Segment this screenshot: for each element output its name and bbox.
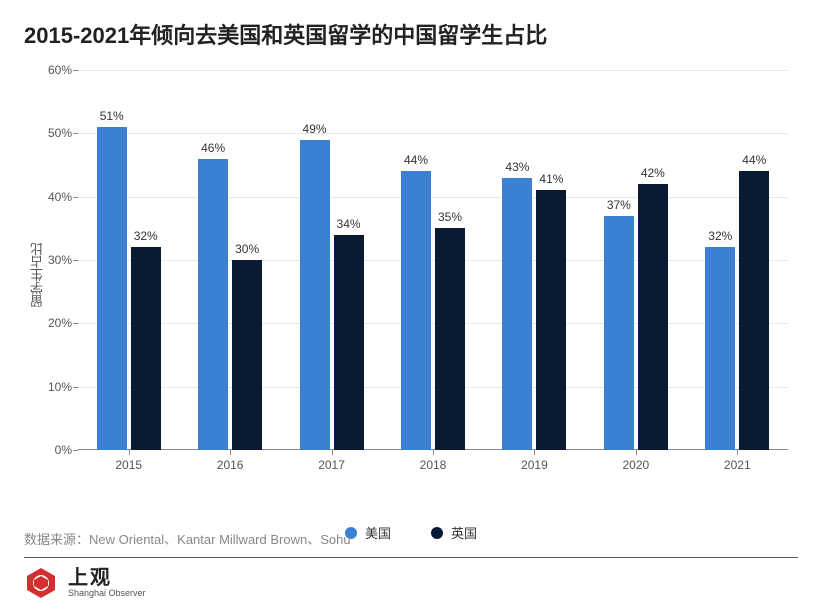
bar [300,140,330,450]
bar-value-label: 37% [599,198,639,212]
legend-item: 美国 [345,523,391,542]
bar-value-label: 49% [295,122,335,136]
bar-value-label: 41% [531,172,571,186]
bar-group: 32%44%2021 [697,70,777,450]
xtick-mark [129,450,130,455]
bar [604,216,634,450]
bar-value-label: 34% [329,217,369,231]
xtick-label: 2015 [89,458,169,472]
ytick-mark [73,387,78,388]
ytick-mark [73,197,78,198]
bar [638,184,668,450]
source-text: New Oriental、Kantar Millward Brown、Sohu [89,532,351,547]
legend-label: 美国 [365,523,391,542]
ytick-label: 0% [34,443,72,457]
bar [739,171,769,450]
bar [435,228,465,450]
bar-value-label: 51% [92,109,132,123]
bar-group: 37%42%2020 [596,70,676,450]
ytick-label: 50% [34,126,72,140]
xtick-mark [332,450,333,455]
chart-title: 2015-2021年倾向去美国和英国留学的中国留学生占比 [0,0,822,50]
legend-item: 英国 [431,523,477,542]
bar-value-label: 44% [734,153,774,167]
brand-block: 上观 Shanghai Observer [24,566,146,600]
brand-name-en: Shanghai Observer [68,589,146,599]
ytick-label: 60% [34,63,72,77]
xtick-mark [534,450,535,455]
xtick-label: 2021 [697,458,777,472]
ytick-label: 20% [34,316,72,330]
ytick-mark [73,133,78,134]
ytick-label: 10% [34,380,72,394]
bar [232,260,262,450]
bar-value-label: 42% [633,166,673,180]
bar [705,247,735,450]
bar [401,171,431,450]
source-label: 数据来源： [24,532,89,547]
chart-container: 留学生占比 0%10%20%30%40%50%60%51%32%201546%3… [24,60,798,490]
divider [24,557,798,558]
bar-group: 51%32%2015 [89,70,169,450]
legend-label: 英国 [451,523,477,542]
bar-value-label: 35% [430,210,470,224]
brand-name-cn: 上观 [68,567,146,589]
xtick-mark [230,450,231,455]
bar-group: 49%34%2017 [292,70,372,450]
bar [334,235,364,450]
ytick-label: 30% [34,253,72,267]
bar-value-label: 44% [396,153,436,167]
ytick-mark [73,70,78,71]
bar [198,159,228,450]
xtick-label: 2016 [190,458,270,472]
xtick-label: 2017 [292,458,372,472]
ytick-label: 40% [34,190,72,204]
bar-value-label: 46% [193,141,233,155]
xtick-label: 2020 [596,458,676,472]
xtick-mark [636,450,637,455]
xtick-label: 2018 [393,458,473,472]
bar-value-label: 32% [700,229,740,243]
ytick-mark [73,260,78,261]
data-source: 数据来源：New Oriental、Kantar Millward Brown、… [24,529,351,548]
brand-logo-icon [24,566,58,600]
xtick-label: 2019 [494,458,574,472]
bar-group: 44%35%2018 [393,70,473,450]
bar-group: 46%30%2016 [190,70,270,450]
bar [536,190,566,450]
bar [502,178,532,450]
bar-value-label: 30% [227,242,267,256]
plot-area: 0%10%20%30%40%50%60%51%32%201546%30%2016… [78,70,788,450]
ytick-mark [73,323,78,324]
xtick-mark [433,450,434,455]
legend-swatch [431,527,443,539]
bar [131,247,161,450]
bar-value-label: 32% [126,229,166,243]
bar-group: 43%41%2019 [494,70,574,450]
xtick-mark [737,450,738,455]
bar [97,127,127,450]
ytick-mark [73,450,78,451]
